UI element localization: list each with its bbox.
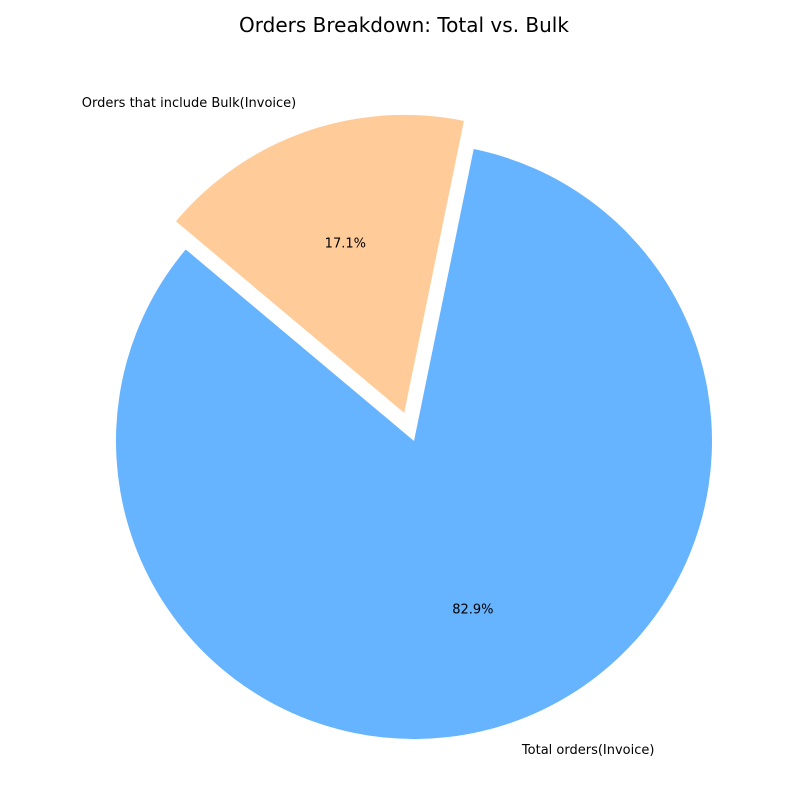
pie-slices — [116, 114, 712, 739]
pie-slice-1 — [116, 149, 712, 739]
slice-category-label-1: Total orders(Invoice) — [521, 743, 655, 758]
pie-slice-2 — [175, 114, 464, 413]
slice-category-label-2: Orders that include Bulk(Invoice) — [82, 96, 297, 111]
pie-labels: 82.9% Total orders(Invoice) 17.1% Orders th… — [82, 96, 655, 758]
slice-percent-label-1: 82.9% — [452, 602, 493, 617]
chart-title: Orders Breakdown: Total vs. Bulk — [239, 13, 569, 37]
slice-percent-label-2: 17.1% — [325, 237, 366, 252]
